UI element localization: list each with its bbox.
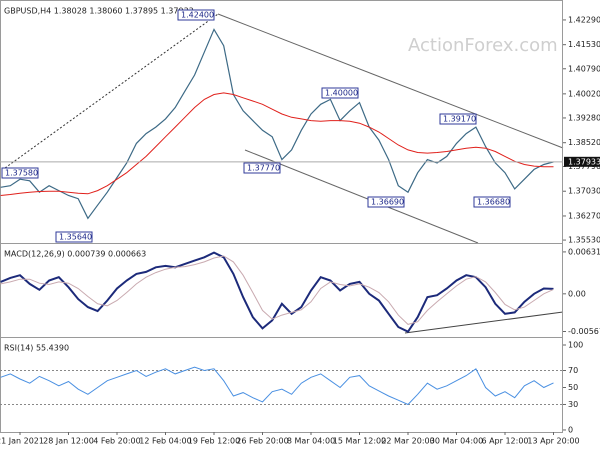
support-line bbox=[404, 311, 564, 334]
watermark: ActionForex.com bbox=[408, 35, 558, 56]
y-tick-label: 1.38520 bbox=[568, 138, 600, 147]
annotation-box bbox=[439, 113, 477, 125]
x-tick-label: 6 Apr 12:00 bbox=[481, 437, 528, 446]
x-tick-label: 19 Feb 12:00 bbox=[188, 437, 240, 446]
channel-line bbox=[217, 13, 564, 149]
y-tick-label: 30 bbox=[568, 400, 578, 409]
y-tick-label: 0 bbox=[568, 425, 573, 434]
annotation-label: 1.37770 bbox=[247, 164, 280, 173]
annotation-box bbox=[177, 9, 215, 21]
panel-title: RSI(14) 55.4390 bbox=[4, 344, 69, 353]
series-line bbox=[0, 366, 554, 406]
y-tick-label: 1.40020 bbox=[568, 89, 600, 98]
last-price-box bbox=[564, 156, 600, 167]
y-tick-label: -0.005671 bbox=[568, 327, 600, 336]
y-tick-label: 1.35530 bbox=[568, 236, 600, 245]
y-tick-label: 1.39280 bbox=[568, 113, 600, 122]
y-tick-label: 1.40790 bbox=[568, 64, 600, 73]
trend-line bbox=[4, 13, 219, 169]
y-tick-label: 0.00631 bbox=[568, 247, 600, 256]
y-tick-label: 1.41530 bbox=[568, 40, 600, 49]
annotation-box bbox=[1, 167, 39, 179]
x-tick-label: 21 Jan 2021 bbox=[0, 437, 44, 446]
y-tick-label: 1.42290 bbox=[568, 15, 600, 24]
annotation-box bbox=[367, 196, 405, 208]
y-tick-label: 1.36270 bbox=[568, 211, 600, 220]
x-tick-label: 15 Mar 12:00 bbox=[333, 437, 386, 446]
y-tick-label: 70 bbox=[568, 366, 578, 375]
annotation-label: 1.37580 bbox=[5, 169, 38, 178]
y-tick-label: 100 bbox=[568, 341, 583, 350]
annotation-box bbox=[55, 231, 93, 243]
x-tick-label: 22 Mar 20:00 bbox=[381, 437, 434, 446]
y-tick-label: 50 bbox=[568, 383, 578, 392]
series-line bbox=[0, 92, 554, 196]
x-tick-label: 30 Mar 04:00 bbox=[430, 437, 483, 446]
last-price-label: 1.37933 bbox=[568, 157, 600, 166]
panel-frame bbox=[0, 337, 563, 433]
series-line bbox=[0, 28, 554, 220]
annotation-label: 1.42400 bbox=[181, 11, 214, 20]
annotation-box bbox=[321, 87, 359, 99]
panel-title: MACD(12,26,9) 0.000739 0.000663 bbox=[4, 250, 146, 259]
x-tick-label: 4 Feb 20:00 bbox=[93, 437, 140, 446]
annotation-box bbox=[243, 162, 281, 174]
x-tick-label: 8 Mar 04:00 bbox=[287, 437, 335, 446]
annotation-label: 1.35640 bbox=[59, 233, 92, 242]
channel-line bbox=[244, 149, 479, 244]
annotation-label: 1.40000 bbox=[325, 89, 358, 98]
series-line bbox=[0, 251, 554, 333]
panel-title: GBPUSD,H4 1.38028 1.38060 1.37895 1.3793… bbox=[4, 7, 194, 16]
y-tick-label: 1.37030 bbox=[568, 187, 600, 196]
series-line bbox=[0, 255, 554, 325]
x-tick-label: 13 Apr 20:00 bbox=[527, 437, 579, 446]
x-tick-label: 12 Feb 04:00 bbox=[139, 437, 191, 446]
x-tick-label: 28 Jan 12:00 bbox=[43, 437, 94, 446]
y-tick-label: 0.00 bbox=[568, 289, 586, 298]
x-tick-label: 26 Feb 20:00 bbox=[236, 437, 288, 446]
annotation-box bbox=[473, 196, 511, 208]
annotation-label: 1.39170 bbox=[443, 115, 476, 124]
annotation-label: 1.36680 bbox=[477, 198, 510, 207]
annotation-label: 1.36690 bbox=[371, 198, 404, 207]
